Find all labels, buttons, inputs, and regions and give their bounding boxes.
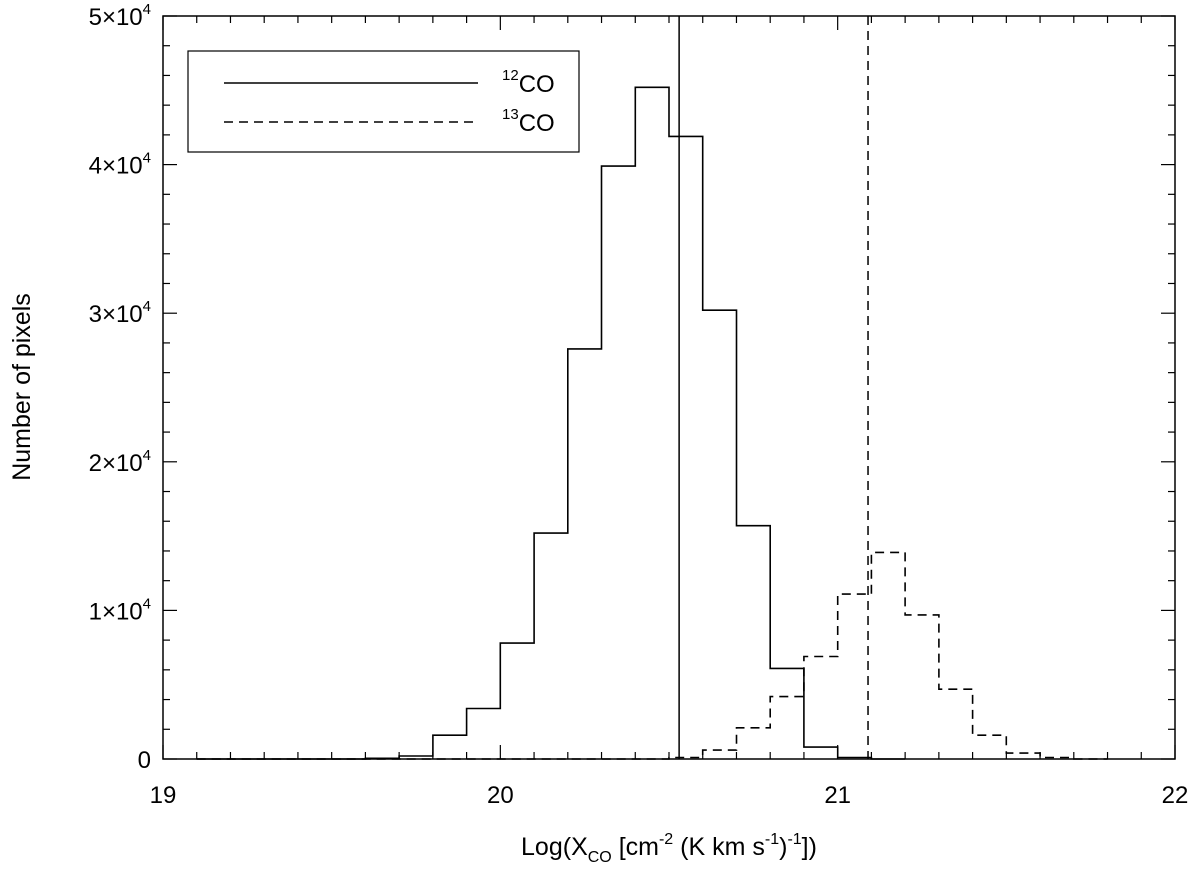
legend-label-12co: 12CO [502, 67, 555, 98]
series-group [196, 16, 1108, 760]
x-tick-label: 22 [1162, 782, 1189, 809]
y-tick-label: 4×104 [89, 150, 151, 180]
axis-ticks [162, 15, 1176, 760]
y-tick-labels: 0 1×104 2×104 3×104 4×104 5×104 [89, 1, 151, 774]
legend-box [187, 50, 580, 153]
x-tick-labels: 19 20 21 22 [150, 782, 1189, 809]
y-tick-label: 1×104 [89, 595, 151, 625]
histogram-12co [196, 86, 906, 760]
y-axis-title: Number of pixels [8, 293, 36, 481]
y-tick-label: 5×104 [89, 1, 151, 31]
y-tick-label: 3×104 [89, 298, 151, 328]
y-tick-label: 0 [138, 747, 151, 774]
legend-label-13co: 13CO [502, 106, 555, 137]
x-tick-label: 20 [487, 782, 514, 809]
y-tick-label: 2×104 [89, 447, 151, 477]
legend: 12CO 13CO [187, 50, 580, 153]
x-axis-title: Log(XCO [cm-2 (K km s-1)-1]) [521, 831, 817, 866]
x-tick-label: 21 [824, 782, 851, 809]
histogram-13co [196, 551, 1108, 760]
x-tick-label: 19 [150, 782, 177, 809]
